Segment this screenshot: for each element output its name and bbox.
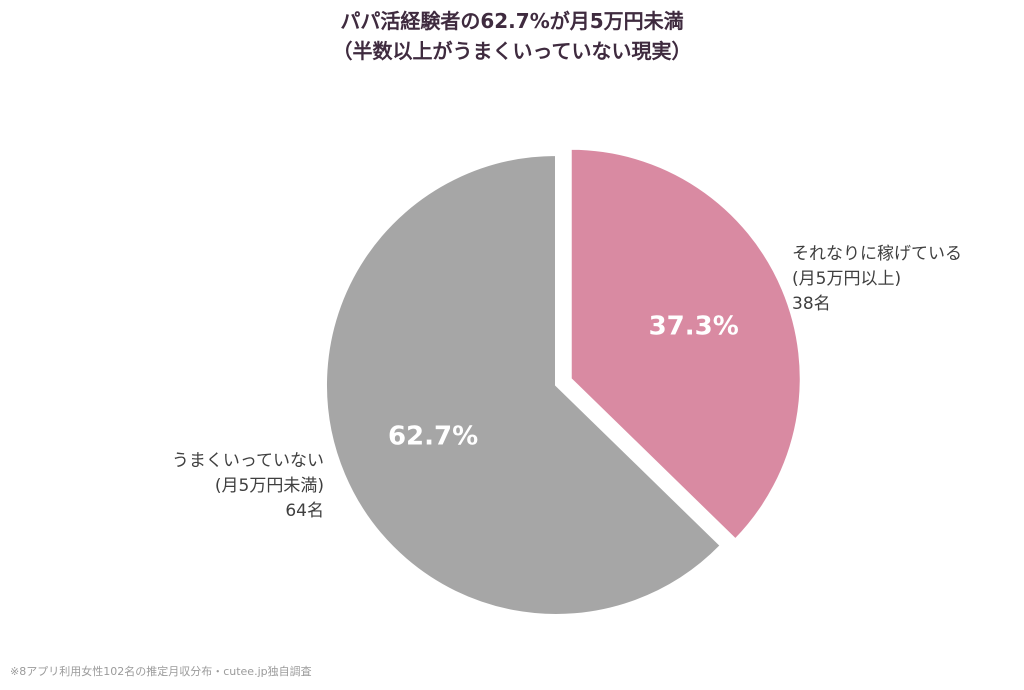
slice-percent-label: 62.7%: [388, 421, 478, 451]
chart-title: パパ活経験者の62.7%が月5万円未満: [340, 9, 684, 33]
slice-label-line: 38名: [792, 294, 831, 314]
chart-subtitle: （半数以上がうまくいっていない現実）: [332, 39, 692, 63]
source-footnote: ※8アプリ利用女性102名の推定月収分布・cutee.jp独自調査: [10, 665, 312, 678]
slice-label-line: (月5万円未満): [214, 476, 324, 496]
pie-slice: [569, 147, 802, 541]
slice-label-line: (月5万円以上): [792, 269, 902, 289]
slice-percent-label: 37.3%: [649, 311, 739, 341]
slice-label-line: それなりに稼げている: [792, 244, 962, 264]
slice-label-earning: それなりに稼げている (月5万円以上) 38名: [792, 242, 962, 317]
slice-label-line: 64名: [285, 501, 324, 521]
slice-label-struggling: うまくいっていない (月5万円未満) 64名: [172, 449, 324, 524]
slice-label-line: うまくいっていない: [171, 451, 324, 471]
pie-slice: [325, 153, 723, 616]
